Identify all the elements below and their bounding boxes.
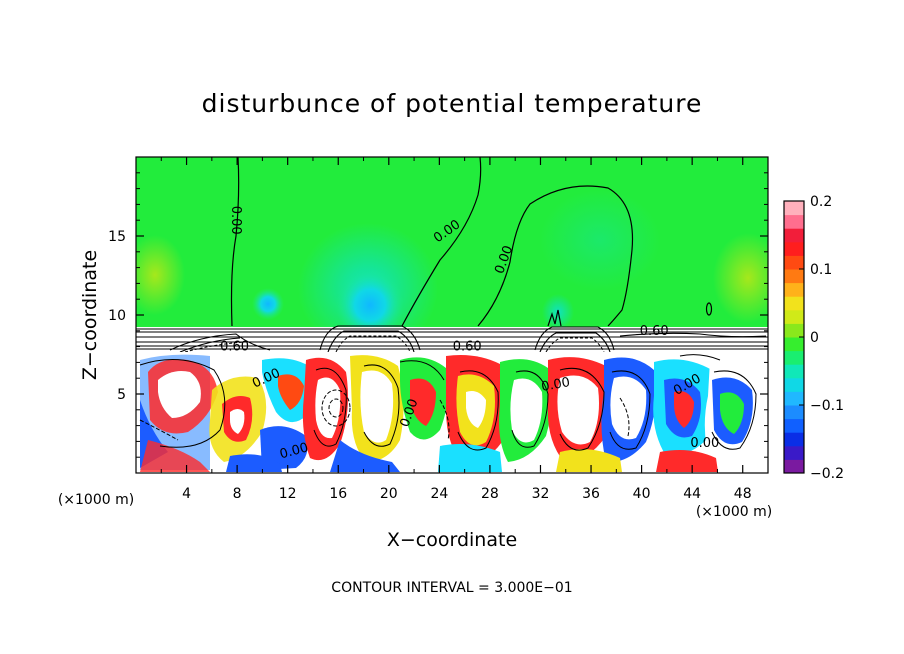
y-axis: 5 10 15	[108, 172, 768, 458]
colorbar-swatch	[784, 214, 804, 229]
colorbar-swatch	[784, 296, 804, 311]
x-axis-label: X−coordinate	[387, 529, 517, 551]
chart-title: disturbunce of potential temperature	[202, 89, 703, 118]
x-tick-label: 36	[582, 486, 600, 502]
colorbar-swatch	[784, 323, 804, 338]
contour-label: 0.00	[228, 206, 243, 235]
y-tick-label: 15	[108, 229, 126, 245]
x-tick-label: 24	[430, 486, 448, 502]
colorbar-swatch	[784, 405, 804, 420]
colorbar-swatch	[784, 269, 804, 284]
x-tick-label: 28	[481, 486, 499, 502]
contour-label: 0.00	[278, 440, 310, 462]
colorbar-swatch	[784, 418, 804, 433]
x-tick-label: 20	[380, 486, 398, 502]
contour-label: 0.00	[690, 436, 719, 451]
x-tick-label: 48	[734, 486, 752, 502]
colorbar-swatch	[784, 432, 804, 447]
contour-label: 0.60	[220, 340, 249, 355]
colorbar: 0.2 0.1 0 −0.1 −0.2	[783, 194, 844, 482]
colorbar-swatch	[784, 282, 804, 297]
x-tick-label: 44	[683, 486, 701, 502]
y-tick-label: 5	[117, 387, 126, 403]
colorbar-tick-label: 0.1	[810, 262, 832, 278]
x-tick-label: 16	[329, 486, 347, 502]
colorbar-swatch	[784, 228, 804, 243]
colorbar-tick-label: −0.2	[810, 466, 844, 482]
colorbar-swatch	[784, 201, 804, 216]
plot-field: 0.00 0.000.000.600.60 0.600.00 0.00 0.000.00…	[136, 157, 768, 473]
colorbar-swatch	[784, 377, 804, 392]
x-tick-label: 8	[233, 486, 242, 502]
x-axis: 4 8 12 16 20 24 28 32 36 40 44 48	[160, 157, 752, 502]
x-tick-label: 12	[279, 486, 297, 502]
y-tick-label: 10	[108, 308, 126, 324]
x-unit-right: (×1000 m)	[696, 504, 772, 520]
colorbar-swatch	[784, 255, 804, 270]
colorbar-tick-label: 0	[810, 330, 819, 346]
colorbar-swatch	[784, 337, 804, 352]
colorbar-tick-label: 0.2	[810, 194, 832, 210]
contour-interval-note: CONTOUR INTERVAL = 3.000E−01	[331, 580, 572, 596]
colorbar-swatch	[784, 364, 804, 379]
colorbar-swatch	[784, 391, 804, 406]
contour-label: 0.00	[540, 375, 571, 395]
colorbar-swatch	[784, 459, 804, 474]
contour-label: 0.60	[640, 324, 669, 339]
x-unit-left: (×1000 m)	[58, 492, 134, 508]
colorbar-swatch	[784, 445, 804, 460]
contour-label: 0.60	[453, 340, 482, 355]
x-tick-label: 40	[633, 486, 651, 502]
x-tick-label: 32	[532, 486, 550, 502]
y-axis-label: Z−coordinate	[79, 250, 101, 380]
colorbar-swatch	[784, 241, 804, 256]
colorbar-tick-label: −0.1	[810, 398, 844, 414]
colorbar-swatch	[784, 350, 804, 365]
colorbar-swatch	[784, 309, 804, 324]
x-tick-label: 4	[182, 486, 191, 502]
